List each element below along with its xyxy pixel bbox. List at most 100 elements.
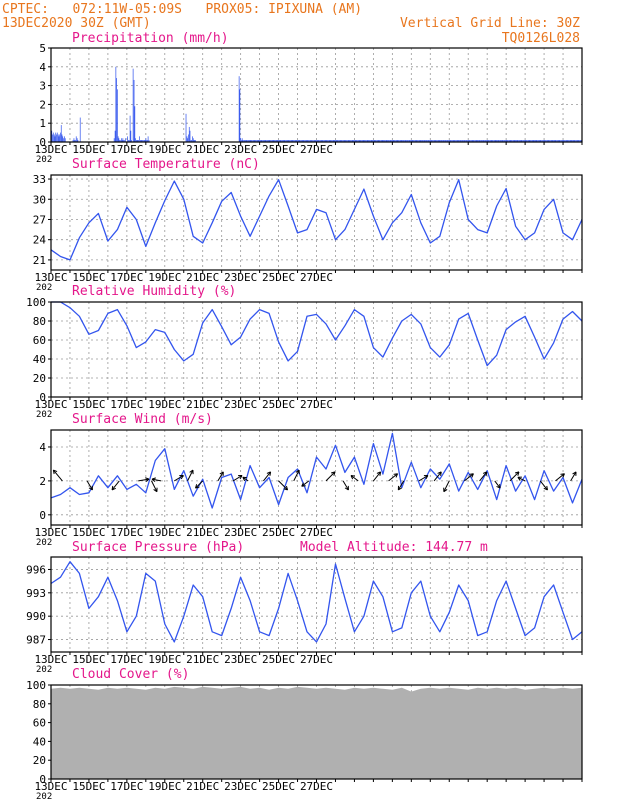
precip-bar [480, 140, 482, 142]
precip-bar [117, 89, 118, 142]
precip-bar [457, 140, 459, 142]
press-xtick-label: 23DEC [224, 653, 257, 666]
precip-bar [243, 140, 245, 142]
precip-bar [288, 140, 290, 142]
precip-bar [347, 140, 349, 142]
wind-arrow [232, 475, 243, 482]
precip-bar [403, 140, 404, 142]
precip-bar [522, 140, 524, 142]
precip-bar [430, 140, 432, 142]
precip-bar [276, 140, 278, 142]
precip-bar [267, 140, 269, 142]
wind-arrow-head [295, 469, 300, 475]
wind-ytick-label: 0 [39, 509, 46, 522]
precip-bar [469, 140, 471, 142]
precip-bar [77, 140, 79, 142]
precip-xtick-label: 23DEC [224, 143, 257, 156]
precip-bar [260, 140, 262, 142]
wind-arrow [388, 473, 398, 482]
precip-bar [127, 136, 128, 142]
precip-bar [346, 140, 348, 142]
precip-bar [64, 136, 65, 142]
temp-xtick-label: 17DEC [110, 271, 143, 284]
precip-bar [516, 140, 517, 142]
precip-bar [571, 140, 573, 142]
precip-bar [455, 140, 456, 142]
precip-bar [482, 140, 483, 142]
precip-bar [494, 140, 495, 142]
precip-bar [398, 140, 399, 142]
precip-bar [256, 140, 257, 142]
precip-bar [406, 140, 407, 142]
precip-bar [242, 140, 244, 142]
precip-bar [289, 140, 291, 142]
wind-arrow-head [283, 485, 289, 491]
precip-bar [565, 140, 567, 142]
precip-bar [542, 140, 543, 142]
wind-xtick-label: 19DEC [148, 526, 181, 539]
precip-bar [372, 140, 373, 142]
wind-arrow [301, 480, 310, 487]
wind-arrow-head [151, 477, 156, 483]
press-frame [50, 556, 583, 653]
precip-xtick-label: 21DEC [186, 143, 219, 156]
precip-bar [456, 140, 457, 142]
precip-bar [355, 140, 357, 142]
precip-bar [368, 140, 370, 142]
precip-bar [471, 140, 473, 142]
precip-bar [261, 140, 263, 142]
precip-bar [395, 140, 396, 142]
precip-bar [500, 140, 501, 142]
precip-ytick-label: 1 [39, 117, 46, 130]
precip-bar [272, 140, 274, 142]
precip-bar [391, 140, 392, 142]
precip-bar [318, 140, 320, 142]
precip-bar [509, 140, 511, 142]
press-xtick-label: 25DEC [262, 653, 295, 666]
precip-bar [428, 140, 430, 142]
precip-bar [330, 140, 332, 142]
precip-bar [334, 140, 336, 142]
precip-bar [402, 140, 403, 142]
precip-bar [504, 140, 505, 142]
precip-bar [367, 140, 369, 142]
precip-bar [298, 140, 300, 142]
precip-bar [271, 140, 272, 142]
precip-bar [459, 140, 461, 142]
run-date: 13DEC2020 30Z (GMT) [2, 16, 151, 31]
precip-bar [73, 138, 75, 142]
precip-bar [295, 140, 297, 142]
precip-bar [506, 140, 508, 142]
rh-xtick-label: 23DEC [224, 398, 257, 411]
precip-bar [136, 140, 138, 142]
precip-bar [273, 140, 275, 142]
precip-bar [512, 140, 514, 142]
wind-arrow [52, 469, 63, 482]
precip-bar [405, 140, 407, 142]
temp-title: Surface Temperature (nC) [72, 157, 260, 172]
precip-bar [501, 140, 502, 142]
precip-bar [56, 132, 58, 142]
press-ytick-label: 996 [26, 563, 46, 576]
wind-xtick-label: 23DEC [224, 526, 257, 539]
precip-bar [520, 140, 522, 142]
precip-bar [396, 140, 398, 142]
precip-bar [79, 117, 81, 142]
precip-bar [389, 140, 391, 142]
precip-bar [308, 140, 310, 142]
temp-frame [50, 174, 583, 271]
precip-bar [482, 140, 484, 142]
precip-bar [433, 140, 435, 142]
precip-bar [289, 140, 290, 142]
precip-bar [130, 130, 132, 142]
precip-bar [431, 140, 433, 142]
precip-bar [383, 140, 384, 142]
precip-bar [460, 140, 462, 142]
wind-xtick-label: 21DEC [186, 526, 219, 539]
precip-bar [337, 140, 339, 142]
wind-arrow-head [179, 474, 184, 480]
precip-bar [369, 140, 370, 142]
wind-arrow [342, 480, 349, 491]
wind-ytick-label: 2 [39, 475, 46, 488]
precip-bar [52, 132, 54, 142]
